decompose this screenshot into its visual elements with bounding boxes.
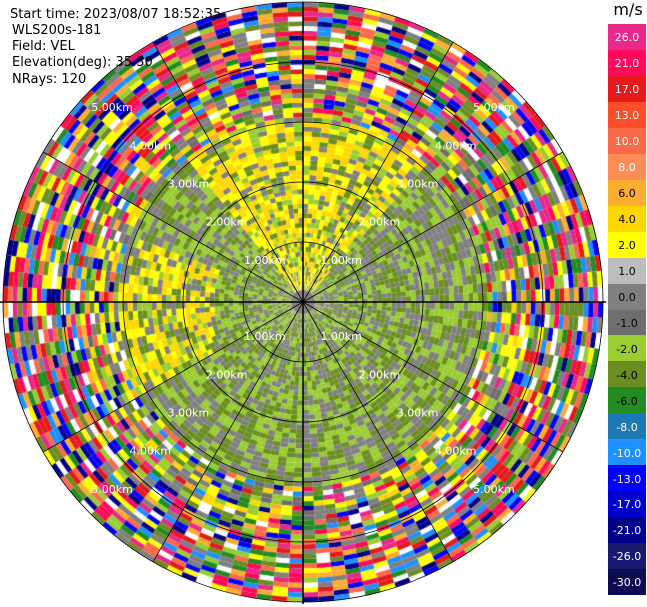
colorbar-tick-label: 8.0: [618, 161, 636, 175]
range-ring-label: 1.00km: [320, 330, 362, 343]
range-ring-label: 5.00km: [473, 483, 515, 496]
colorbar-tick-label: 0.0: [618, 290, 636, 304]
range-ring-label: 5.00km: [91, 483, 133, 496]
colorbar-tick-label: -21.0: [612, 524, 642, 538]
colorbar-tick-label: -1.0: [616, 316, 638, 330]
colorbar-segment: [608, 439, 646, 466]
colorbar-segment: [608, 283, 646, 310]
azimuth-spoke: [152, 41, 304, 303]
range-ring-label: 5.00km: [91, 101, 133, 114]
colorbar-segment: [608, 24, 646, 51]
colorbar-tick-label: 1.0: [618, 264, 636, 278]
azimuth-spoke: [42, 151, 304, 303]
colorbar-segment: [608, 387, 646, 414]
range-ring-label: 3.00km: [168, 177, 210, 190]
colorbar-unit-label: m/s: [613, 0, 643, 19]
range-ring-label: 3.00km: [168, 407, 210, 420]
azimuth-spoke: [152, 301, 304, 563]
range-ring-label: 2.00km: [359, 216, 401, 229]
colorbar-segment: [608, 127, 646, 155]
azimuth-spoke: [302, 301, 564, 453]
range-ring-label: 4.00km: [435, 139, 477, 152]
colorbar-tick-label: -4.0: [616, 368, 638, 382]
nrays-text: NRays: 120: [12, 72, 87, 87]
colorbar-tick-label: -10.0: [612, 446, 642, 460]
colorbar-segment: [608, 465, 646, 492]
azimuth-spoke: [302, 301, 454, 563]
colorbar-segment: [608, 569, 646, 596]
range-ring-label: 3.00km: [397, 177, 439, 190]
colorbar-tick-label: 13.0: [614, 109, 640, 123]
range-ring-label: 3.00km: [397, 407, 439, 420]
colorbar-segment: [608, 75, 646, 103]
colorbar-segment: [608, 361, 646, 388]
colorbar-tick-label: -17.0: [612, 498, 642, 512]
range-ring-label: 1.00km: [244, 330, 286, 343]
range-ring-label: 4.00km: [129, 445, 171, 458]
azimuth-spoke: [302, 41, 454, 303]
range-ring-label: 2.00km: [206, 216, 248, 229]
colorbar-tick-label: 17.0: [614, 83, 640, 97]
colorbar-segment: [608, 49, 646, 77]
colorbar-tick-label: 2.0: [618, 238, 636, 252]
colorbar-segment: [608, 205, 646, 233]
colorbar-segment: [608, 257, 646, 285]
colorbar-tick-label: -6.0: [616, 394, 638, 408]
colorbar-segment: [608, 543, 646, 570]
colorbar-tick-label: 10.0: [614, 135, 640, 149]
colorbar-tick-label: -8.0: [616, 420, 638, 434]
colorbar-tick-label: 6.0: [618, 187, 636, 200]
colorbar-tick-label: -13.0: [612, 472, 642, 486]
colorbar-segment: [608, 413, 646, 440]
colorbar-segment: [608, 517, 646, 544]
range-ring-label: 4.00km: [435, 445, 477, 458]
range-ring-label: 1.00km: [244, 254, 286, 267]
site-name-text: WLS200s-181: [12, 23, 102, 38]
range-ring-label: 4.00km: [129, 139, 171, 152]
colorbar-tick-label: 4.0: [618, 212, 636, 226]
colorbar-tick-label: -2.0: [616, 342, 638, 356]
range-ring-label: 2.00km: [359, 368, 401, 381]
azimuth-spoke: [42, 301, 304, 453]
colorbar-segment: [608, 179, 646, 207]
range-ring-label: 5.00km: [473, 101, 515, 114]
colorbar-segment: [608, 231, 646, 259]
colorbar-segment: [608, 153, 646, 181]
colorbar-tick-label: -30.0: [612, 576, 642, 590]
azimuth-spoke: [302, 151, 564, 303]
range-ring-label: 2.00km: [206, 368, 248, 381]
colorbar-tick-label: 26.0: [614, 31, 640, 45]
colorbar-segment: [608, 101, 646, 129]
colorbar-segment: [608, 491, 646, 518]
colorbar-segment: [608, 335, 646, 362]
elevation-text: Elevation(deg): 35.30: [12, 55, 153, 70]
velocity-colorbar: 26.0 21.0 17.0 13.0 10.0 8.0 6.0 4.0 2.0 1.0 0.0 -1…: [608, 24, 646, 596]
colorbar-tick-label: -26.0: [612, 550, 642, 564]
range-ring-label: 1.00km: [320, 254, 362, 267]
start-time-text: Start time: 2023/08/07 18:52:35: [10, 7, 222, 22]
colorbar-tick-label: 21.0: [614, 57, 640, 71]
colorbar-segment: [608, 309, 646, 336]
field-name-text: Field: VEL: [12, 39, 75, 54]
